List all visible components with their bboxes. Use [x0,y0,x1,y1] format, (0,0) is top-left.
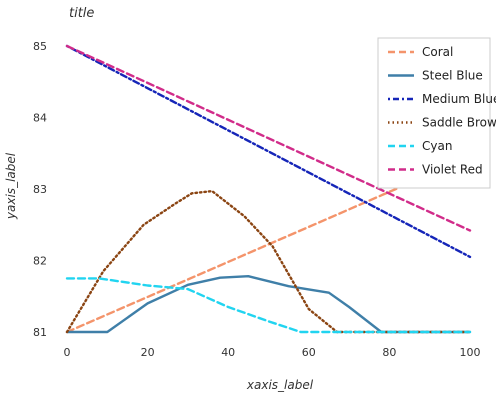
x-tick-label: 100 [460,346,481,359]
legend-label: Coral [422,45,453,59]
chart-title: title [69,6,94,21]
x-tick-label: 60 [302,346,316,359]
y-axis-title: yaxis_label [4,152,18,220]
y-tick-label: 85 [33,40,47,53]
y-tick-label: 81 [33,326,47,339]
y-tick-label: 82 [33,255,47,268]
x-tick-label: 20 [141,346,155,359]
legend-label: Cyan [422,139,452,153]
y-axis: 81 82 83 84 85 [33,40,47,339]
series-line-steel-blue [65,275,472,334]
legend-label: Saddle Brown [422,116,496,130]
legend-box [377,37,491,189]
series-line-violet-red [65,44,472,232]
series-line-medium-blue [65,44,472,259]
x-tick-label: 80 [382,346,396,359]
y-tick-label: 83 [33,183,47,196]
legend-label: Violet Red [422,163,483,177]
legend: Coral Steel Blue Medium Blue Saddle Brown Cy… [377,37,496,189]
series-line-saddle-brown [65,189,472,334]
x-axis-title: xaxis_label [246,378,314,392]
series-line-cyan [65,277,472,334]
y-tick-label: 84 [33,112,47,125]
legend-label: Medium Blue [422,92,496,106]
legend-label: Steel Blue [422,69,483,83]
x-axis: 0 20 40 60 80 100 [64,346,481,359]
x-tick-label: 0 [64,346,71,359]
x-tick-label: 40 [221,346,235,359]
